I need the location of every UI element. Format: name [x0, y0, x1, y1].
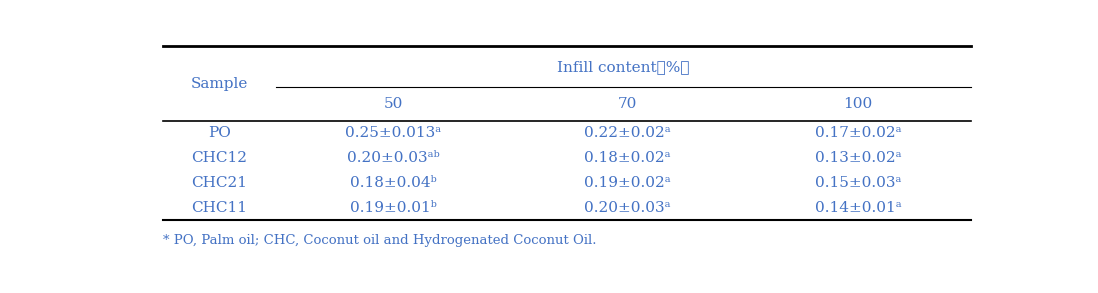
- Text: 0.22±0.02ᵃ: 0.22±0.02ᵃ: [584, 126, 671, 140]
- Text: 0.14±0.01ᵃ: 0.14±0.01ᵃ: [815, 201, 901, 215]
- Text: CHC11: CHC11: [191, 201, 247, 215]
- Text: 0.25±0.013ᵃ: 0.25±0.013ᵃ: [345, 126, 441, 140]
- Text: 0.17±0.02ᵃ: 0.17±0.02ᵃ: [815, 126, 901, 140]
- Text: 0.20±0.03ᵃ: 0.20±0.03ᵃ: [584, 201, 671, 215]
- Text: PO: PO: [208, 126, 231, 140]
- Text: * PO, Palm oil; CHC, Coconut oil and Hydrogenated Coconut Oil.: * PO, Palm oil; CHC, Coconut oil and Hyd…: [163, 234, 596, 247]
- Text: CHC21: CHC21: [191, 176, 247, 190]
- Text: 50: 50: [383, 97, 403, 111]
- Text: 70: 70: [618, 97, 637, 111]
- Text: 0.15±0.03ᵃ: 0.15±0.03ᵃ: [815, 176, 901, 190]
- Text: 0.13±0.02ᵃ: 0.13±0.02ᵃ: [815, 151, 901, 165]
- Text: 0.18±0.02ᵃ: 0.18±0.02ᵃ: [584, 151, 671, 165]
- Text: 0.18±0.04ᵇ: 0.18±0.04ᵇ: [350, 176, 437, 190]
- Text: CHC12: CHC12: [191, 151, 247, 165]
- Text: 100: 100: [843, 97, 873, 111]
- Text: 0.19±0.01ᵇ: 0.19±0.01ᵇ: [350, 201, 437, 215]
- Text: 0.19±0.02ᵃ: 0.19±0.02ᵃ: [584, 176, 671, 190]
- Text: 0.20±0.03ᵃᵇ: 0.20±0.03ᵃᵇ: [347, 151, 439, 165]
- Text: Infill content（%）: Infill content（%）: [558, 60, 690, 74]
- Text: Sample: Sample: [191, 77, 248, 91]
